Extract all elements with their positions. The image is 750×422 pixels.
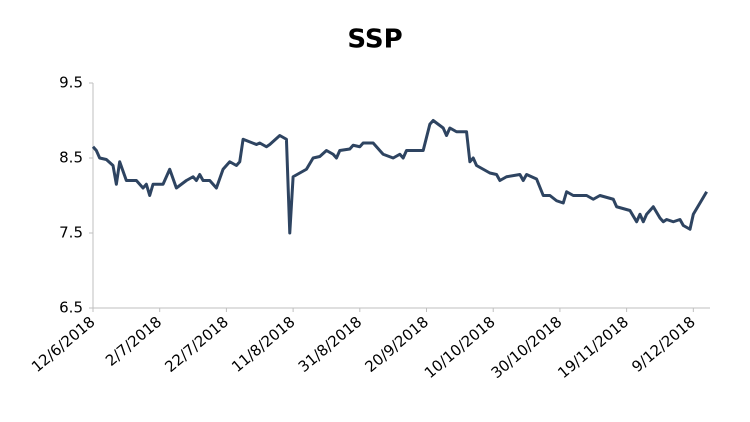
x-tick-label: 10/10/2018 [421,313,499,382]
y-tick-label: 9.5 [59,74,83,92]
y-tick-label: 7.5 [59,224,83,242]
x-tick-label: 2/7/2018 [102,313,165,370]
x-tick-label: 22/7/2018 [161,313,231,376]
y-tick-label: 8.5 [59,149,83,167]
x-tick-label: 30/10/2018 [488,313,566,382]
x-tick-label: 31/8/2018 [295,313,365,376]
x-tick-label: 11/8/2018 [228,313,298,376]
x-tick-label: 12/6/2018 [28,313,98,376]
chart-title: SSP [347,25,402,55]
data-line [91,119,708,235]
y-tick-label: 6.5 [59,299,83,317]
x-tick-label: 9/12/2018 [628,313,698,376]
x-tick-label: 20/9/2018 [361,313,431,376]
x-tick-label: 19/11/2018 [554,313,632,382]
